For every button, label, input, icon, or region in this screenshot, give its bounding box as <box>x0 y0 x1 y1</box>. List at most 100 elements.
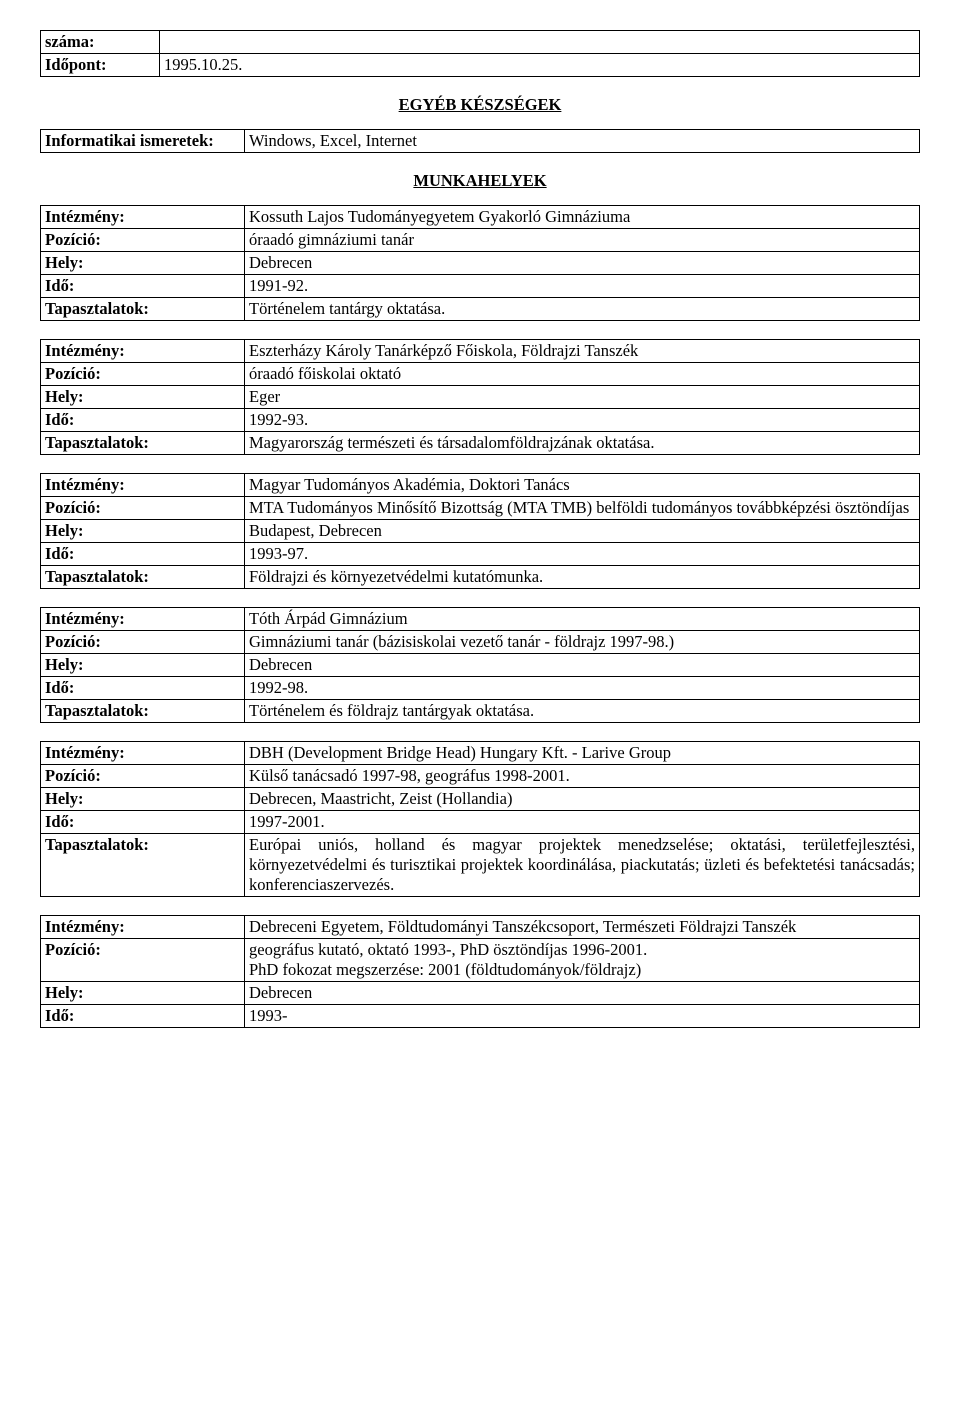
job-field-value: Kossuth Lajos Tudományegyetem Gyakorló G… <box>245 206 920 229</box>
job-field-label: Tapasztalatok: <box>41 834 245 897</box>
table-row: Pozíció:MTA Tudományos Minősítő Bizottsá… <box>41 497 920 520</box>
job-field-value: Magyarország természeti és társadalomföl… <box>245 432 920 455</box>
job-field-label: Hely: <box>41 386 245 409</box>
job-field-label: Intézmény: <box>41 608 245 631</box>
head-label-idopont: Időpont: <box>41 54 160 77</box>
job-field-value: Debrecen <box>245 654 920 677</box>
job-field-value: Eger <box>245 386 920 409</box>
table-row: Hely:Debrecen <box>41 982 920 1005</box>
job-field-label: Tapasztalatok: <box>41 700 245 723</box>
job-field-label: Idő: <box>41 811 245 834</box>
job-field-label: Hely: <box>41 788 245 811</box>
job-field-value: 1991-92. <box>245 275 920 298</box>
job-table: Intézmény:Magyar Tudományos Akadémia, Do… <box>40 473 920 589</box>
table-row: Pozíció:Gimnáziumi tanár (bázisiskolai v… <box>41 631 920 654</box>
job-field-label: Intézmény: <box>41 742 245 765</box>
table-row: Hely:Eger <box>41 386 920 409</box>
spacer <box>40 455 920 473</box>
table-row: Hely:Debrecen <box>41 252 920 275</box>
job-field-value: DBH (Development Bridge Head) Hungary Kf… <box>245 742 920 765</box>
job-field-value: geográfus kutató, oktató 1993-, PhD öszt… <box>245 939 920 982</box>
job-field-label: Tapasztalatok: <box>41 432 245 455</box>
job-field-value: óraadó gimnáziumi tanár <box>245 229 920 252</box>
job-field-label: Hely: <box>41 252 245 275</box>
table-row: Tapasztalatok:Magyarország természeti és… <box>41 432 920 455</box>
table-row: Intézmény:Magyar Tudományos Akadémia, Do… <box>41 474 920 497</box>
table-row: Intézmény:DBH (Development Bridge Head) … <box>41 742 920 765</box>
job-field-value: Gimnáziumi tanár (bázisiskolai vezető ta… <box>245 631 920 654</box>
spacer <box>40 321 920 339</box>
job-field-label: Idő: <box>41 1005 245 1028</box>
head-label-szama: száma: <box>41 31 160 54</box>
job-field-value: 1993- <box>245 1005 920 1028</box>
job-table: Intézmény:DBH (Development Bridge Head) … <box>40 741 920 897</box>
job-field-value: Tóth Árpád Gimnázium <box>245 608 920 631</box>
job-field-value: 1997-2001. <box>245 811 920 834</box>
it-skills-value: Windows, Excel, Internet <box>245 130 920 153</box>
job-field-label: Intézmény: <box>41 206 245 229</box>
job-field-label: Pozíció: <box>41 765 245 788</box>
job-field-label: Intézmény: <box>41 474 245 497</box>
job-field-value: MTA Tudományos Minősítő Bizottság (MTA T… <box>245 497 920 520</box>
job-field-label: Hely: <box>41 520 245 543</box>
table-row: Informatikai ismeretek: Windows, Excel, … <box>41 130 920 153</box>
section-title-skills: EGYÉB KÉSZSÉGEK <box>40 95 920 115</box>
it-skills-label: Informatikai ismeretek: <box>41 130 245 153</box>
table-row: Tapasztalatok:Földrajzi és környezetvéde… <box>41 566 920 589</box>
table-row: Intézmény:Debreceni Egyetem, Földtudomán… <box>41 916 920 939</box>
table-row: Pozíció:óraadó gimnáziumi tanár <box>41 229 920 252</box>
table-row: Intézmény:Kossuth Lajos Tudományegyetem … <box>41 206 920 229</box>
table-row: Intézmény:Tóth Árpád Gimnázium <box>41 608 920 631</box>
job-field-value: Történelem és földrajz tantárgyak oktatá… <box>245 700 920 723</box>
job-field-label: Tapasztalatok: <box>41 566 245 589</box>
job-field-label: Pozíció: <box>41 631 245 654</box>
section-title-jobs: MUNKAHELYEK <box>40 171 920 191</box>
job-field-label: Hely: <box>41 654 245 677</box>
job-field-value: Budapest, Debrecen <box>245 520 920 543</box>
table-row: Hely:Debrecen <box>41 654 920 677</box>
head-value-idopont: 1995.10.25. <box>160 54 920 77</box>
job-field-value: 1992-98. <box>245 677 920 700</box>
spacer <box>40 897 920 915</box>
job-field-value: Debrecen, Maastricht, Zeist (Hollandia) <box>245 788 920 811</box>
table-row: Idő:1992-98. <box>41 677 920 700</box>
job-field-label: Idő: <box>41 677 245 700</box>
job-table: Intézmény:Eszterházy Károly Tanárképző F… <box>40 339 920 455</box>
job-field-label: Hely: <box>41 982 245 1005</box>
job-field-label: Idő: <box>41 409 245 432</box>
table-row: Tapasztalatok:Történelem tantárgy oktatá… <box>41 298 920 321</box>
header-table: száma: Időpont: 1995.10.25. <box>40 30 920 77</box>
job-table: Intézmény:Tóth Árpád GimnáziumPozíció:Gi… <box>40 607 920 723</box>
spacer <box>40 723 920 741</box>
table-row: Pozíció:óraadó főiskolai oktató <box>41 363 920 386</box>
table-row: Hely:Budapest, Debrecen <box>41 520 920 543</box>
jobs-container: Intézmény:Kossuth Lajos Tudományegyetem … <box>40 205 920 1028</box>
table-row: száma: <box>41 31 920 54</box>
job-field-value: 1992-93. <box>245 409 920 432</box>
job-field-label: Pozíció: <box>41 497 245 520</box>
job-field-value: Európai uniós, holland és magyar projekt… <box>245 834 920 897</box>
job-field-value: Magyar Tudományos Akadémia, Doktori Taná… <box>245 474 920 497</box>
job-field-label: Pozíció: <box>41 939 245 982</box>
table-row: Pozíció:geográfus kutató, oktató 1993-, … <box>41 939 920 982</box>
job-field-value: óraadó főiskolai oktató <box>245 363 920 386</box>
table-row: Idő:1993- <box>41 1005 920 1028</box>
job-field-value: Debrecen <box>245 982 920 1005</box>
job-table: Intézmény:Kossuth Lajos Tudományegyetem … <box>40 205 920 321</box>
job-field-label: Tapasztalatok: <box>41 298 245 321</box>
job-field-label: Idő: <box>41 275 245 298</box>
table-row: Időpont: 1995.10.25. <box>41 54 920 77</box>
head-value-szama <box>160 31 920 54</box>
job-field-value: Debreceni Egyetem, Földtudományi Tanszék… <box>245 916 920 939</box>
job-field-value: Történelem tantárgy oktatása. <box>245 298 920 321</box>
job-field-value: 1993-97. <box>245 543 920 566</box>
job-field-value: Debrecen <box>245 252 920 275</box>
table-row: Idő:1992-93. <box>41 409 920 432</box>
table-row: Hely:Debrecen, Maastricht, Zeist (Hollan… <box>41 788 920 811</box>
job-table: Intézmény:Debreceni Egyetem, Földtudomán… <box>40 915 920 1028</box>
spacer <box>40 589 920 607</box>
job-field-label: Intézmény: <box>41 916 245 939</box>
job-field-value: Külső tanácsadó 1997-98, geográfus 1998-… <box>245 765 920 788</box>
table-row: Pozíció:Külső tanácsadó 1997-98, geográf… <box>41 765 920 788</box>
job-field-value: Eszterházy Károly Tanárképző Főiskola, F… <box>245 340 920 363</box>
